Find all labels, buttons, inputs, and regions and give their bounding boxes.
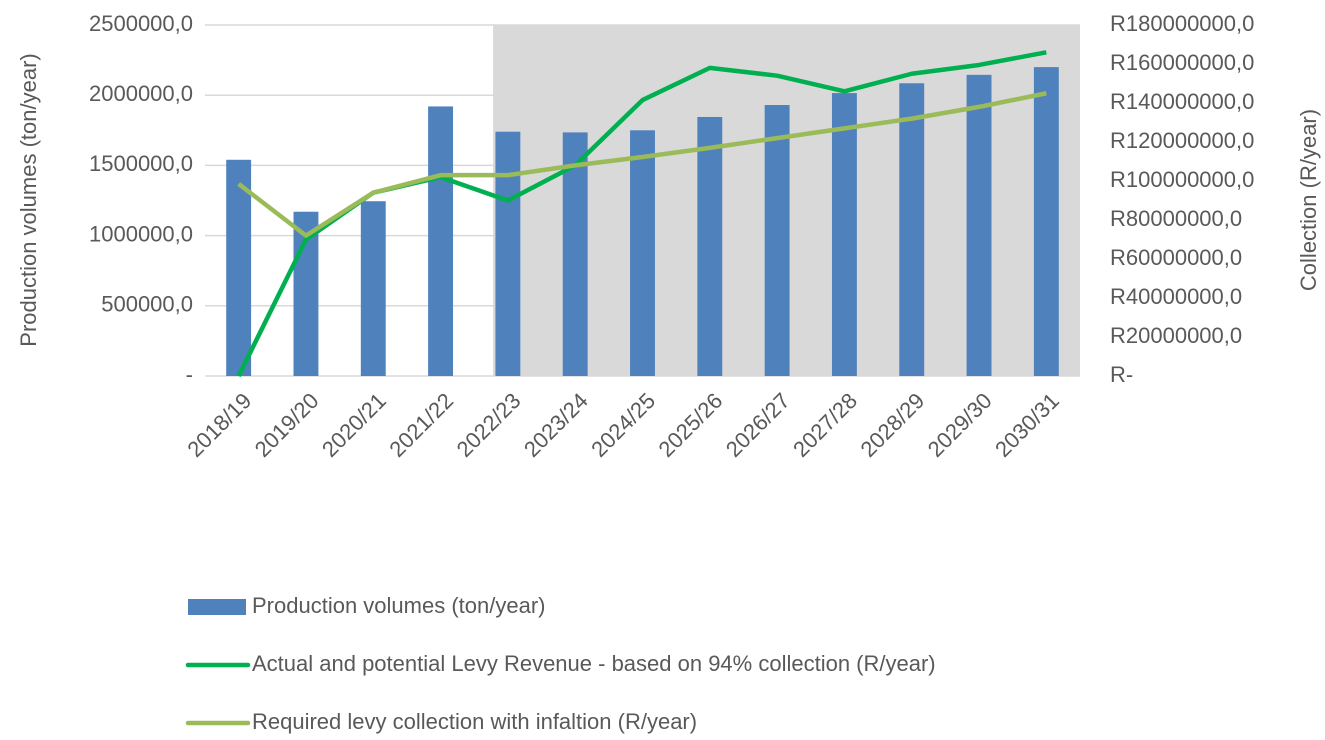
x-tick-label: 2029/30: [923, 388, 997, 462]
bar: [360, 201, 386, 376]
legend-swatch: [188, 599, 246, 615]
x-tick-label: 2028/29: [855, 388, 929, 462]
y2-tick-label: R80000000,0: [1110, 206, 1242, 231]
bar: [562, 132, 588, 376]
y2-tick-label: R120000000,0: [1110, 128, 1254, 153]
bar: [966, 74, 992, 376]
bar: [764, 105, 790, 376]
bar: [1033, 67, 1059, 377]
line: [237, 91, 1047, 238]
bar: [495, 131, 521, 376]
y2-tick-label: R100000000,0: [1110, 167, 1254, 192]
y2-tick-label: R20000000,0: [1110, 323, 1242, 348]
x-tick-label: 2023/24: [519, 388, 593, 462]
y2-tick-label: R140000000,0: [1110, 89, 1254, 114]
bar: [226, 159, 252, 376]
legend-label: Production volumes (ton/year): [252, 593, 545, 618]
legend-label: Actual and potential Levy Revenue - base…: [252, 651, 936, 676]
y-tick-label: 500000,0: [101, 292, 193, 317]
y-tick-label: 1000000,0: [89, 221, 193, 246]
bar: [428, 106, 454, 376]
y-axis-label: Production volumes (ton/year): [16, 53, 41, 346]
y2-axis-label: Collection (R/year): [1296, 109, 1321, 291]
x-tick-label: 2021/22: [384, 388, 458, 462]
bar: [899, 83, 925, 377]
y2-tick-label: R60000000,0: [1110, 245, 1242, 270]
x-tick-label: 2022/23: [452, 388, 526, 462]
y-tick-label: -: [186, 362, 193, 387]
bar: [630, 130, 655, 376]
bar: [831, 93, 857, 377]
x-tick-label: 2027/28: [788, 388, 862, 462]
x-tick-label: 2019/20: [250, 388, 324, 462]
y-tick-label: 2000000,0: [89, 81, 193, 106]
legend-label: Required levy collection with infaltion …: [252, 709, 697, 734]
x-tick-label: 2030/31: [990, 388, 1064, 462]
y2-tick-label: R40000000,0: [1110, 284, 1242, 309]
y-tick-label: 2500000,0: [89, 11, 193, 36]
x-tick-label: 2018/19: [182, 388, 256, 462]
y2-tick-label: R180000000,0: [1110, 11, 1254, 36]
x-tick-label: 2020/21: [317, 388, 391, 462]
bar: [697, 116, 723, 376]
y2-tick-label: R160000000,0: [1110, 50, 1254, 75]
x-tick-label: 2025/26: [654, 388, 728, 462]
y2-tick-label: R-: [1110, 362, 1133, 387]
x-tick-label: 2026/27: [721, 388, 795, 462]
y-tick-label: 1500000,0: [89, 151, 193, 176]
x-tick-label: 2024/25: [586, 388, 660, 462]
